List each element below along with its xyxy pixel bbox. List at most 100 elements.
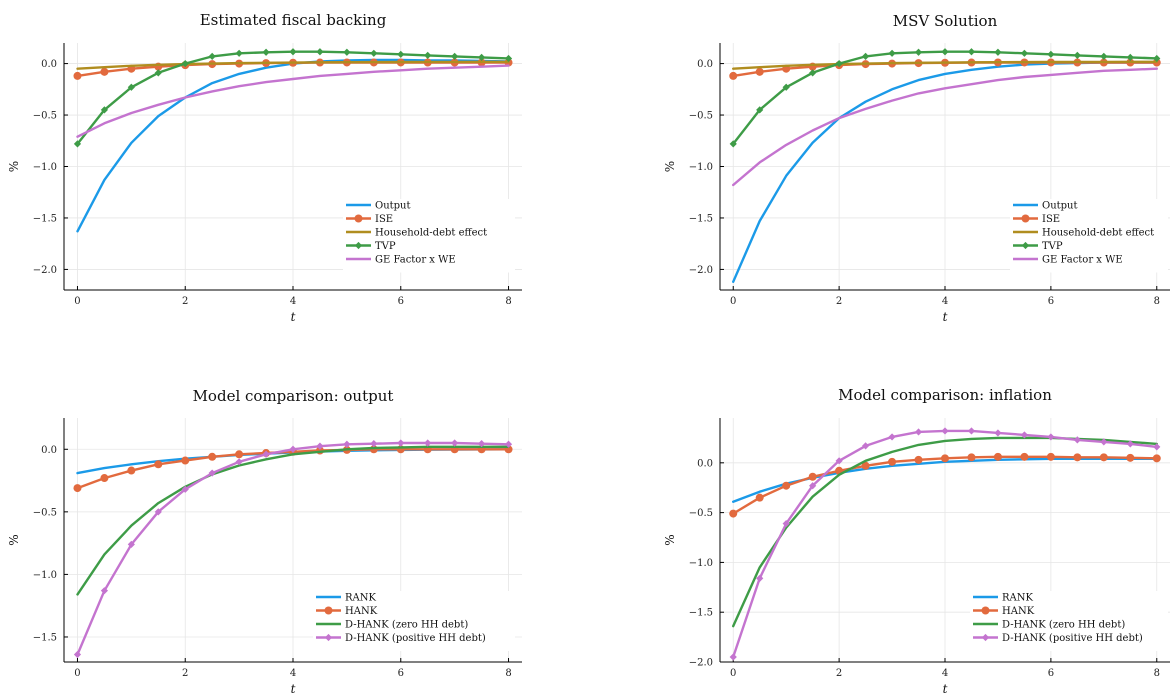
- legend-marker: [354, 214, 363, 223]
- data-point: [154, 460, 163, 469]
- data-point: [100, 106, 109, 114]
- data-point: [343, 440, 351, 448]
- data-point: [1126, 453, 1135, 462]
- data-point: [504, 440, 513, 448]
- legend-label: HANK: [345, 606, 378, 617]
- x-tick-label: 2: [836, 296, 842, 307]
- data-point: [782, 519, 790, 528]
- data-point: [808, 472, 817, 481]
- y-tick-label: 0.0: [697, 458, 713, 469]
- y-tick-label: 0.0: [41, 59, 57, 70]
- legend-marker: [1021, 214, 1030, 223]
- data-point: [154, 69, 162, 77]
- data-point: [343, 48, 351, 56]
- data-point: [424, 439, 432, 447]
- x-tick-label: 6: [398, 296, 404, 307]
- legend-label: ISE: [375, 214, 393, 225]
- x-tick-label: 2: [182, 296, 188, 307]
- legend-label: RANK: [1002, 593, 1034, 604]
- x-axis-label: t: [291, 310, 296, 324]
- legend-label: GE Factor x WE: [375, 255, 456, 266]
- data-point: [861, 461, 870, 470]
- x-axis-label: t: [943, 682, 948, 696]
- data-point: [262, 48, 270, 56]
- data-point: [73, 650, 82, 659]
- y-tick-label: −1.0: [33, 570, 57, 581]
- chart-panel-3: 0 2 4 6 8 −1.5 −1.0 −0.5 0.0 Model comparison: ou…: [7, 387, 522, 696]
- legend-label: HANK: [1002, 606, 1035, 617]
- legend-marker: [324, 606, 333, 615]
- x-axis-label: t: [291, 682, 296, 696]
- y-axis-label: %: [663, 161, 677, 172]
- x-tick-label: 0: [74, 668, 80, 679]
- data-point: [181, 485, 189, 493]
- x-tick-label: 4: [290, 296, 296, 307]
- legend-label: D-HANK (positive HH debt): [345, 633, 486, 644]
- chart-panel-4: 0 2 4 6 8 −2.0 −1.5 −1.0 −0.5 0.0 Model comparison…: [663, 386, 1170, 696]
- chart-panel-1: 0 2 4 6 8 −2.0 −1.5 −1.0 −0.5 0.0 Estimated fiscal…: [7, 11, 522, 324]
- data-point: [941, 48, 949, 56]
- legend-label: Household-debt effect: [375, 228, 487, 239]
- legend-marker: [1021, 241, 1030, 250]
- data-point: [289, 48, 297, 56]
- series-line-2: [76, 60, 510, 70]
- data-point: [1020, 49, 1029, 57]
- data-point: [262, 450, 270, 458]
- data-point: [1152, 454, 1161, 463]
- data-point: [1153, 54, 1161, 63]
- data-point: [1020, 452, 1029, 461]
- y-tick-label: −2.0: [689, 265, 713, 276]
- data-point: [755, 493, 764, 502]
- legend: RANK HANK D-HANK (zero HH debt) D-HANK (pos…: [970, 591, 1168, 651]
- data-point: [424, 51, 432, 59]
- y-tick-label: −0.5: [33, 111, 57, 122]
- x-tick-label: 0: [730, 668, 736, 679]
- data-point: [1100, 52, 1108, 60]
- data-point: [477, 53, 486, 62]
- data-point: [208, 452, 217, 461]
- series-line-2: [732, 60, 1159, 70]
- x-tick-label: 8: [505, 668, 511, 679]
- legend-label: Output: [1042, 201, 1078, 212]
- data-point: [1073, 51, 1081, 59]
- data-point: [208, 52, 216, 60]
- data-point: [1100, 438, 1108, 446]
- data-point: [1126, 53, 1134, 62]
- x-tick-label: 8: [505, 296, 511, 307]
- legend-label: RANK: [345, 593, 377, 604]
- data-point: [809, 482, 817, 490]
- data-point: [888, 433, 896, 441]
- x-tick-label: 6: [398, 668, 404, 679]
- data-point: [316, 48, 324, 56]
- legend: RANK HANK D-HANK (zero HH debt) D-HANK (pos…: [313, 591, 515, 651]
- data-point: [73, 140, 82, 148]
- data-point: [994, 48, 1002, 56]
- data-point: [1153, 443, 1161, 451]
- y-tick-label: 0.0: [41, 445, 57, 456]
- data-point: [127, 466, 136, 475]
- data-point: [397, 439, 405, 447]
- data-point: [914, 455, 923, 464]
- data-point: [967, 453, 976, 462]
- x-tick-label: 6: [1048, 668, 1054, 679]
- data-point: [1073, 453, 1082, 462]
- data-point: [914, 48, 923, 56]
- data-point: [835, 59, 843, 68]
- y-axis-label: %: [7, 534, 21, 545]
- series-line-4: [732, 67, 1159, 187]
- legend-label: D-HANK (zero HH debt): [1002, 620, 1125, 631]
- chart-title: Model comparison: inflation: [838, 386, 1052, 404]
- series-line-4: [76, 64, 510, 138]
- data-point: [729, 653, 737, 661]
- data-point: [235, 450, 244, 459]
- data-point: [100, 474, 109, 483]
- data-point: [370, 440, 378, 448]
- data-point: [729, 140, 737, 148]
- data-point: [73, 484, 82, 493]
- series-line-2: [76, 445, 510, 596]
- data-point: [397, 50, 405, 58]
- data-point: [1046, 452, 1055, 461]
- data-point: [756, 106, 764, 114]
- y-tick-label: 0.0: [697, 59, 713, 70]
